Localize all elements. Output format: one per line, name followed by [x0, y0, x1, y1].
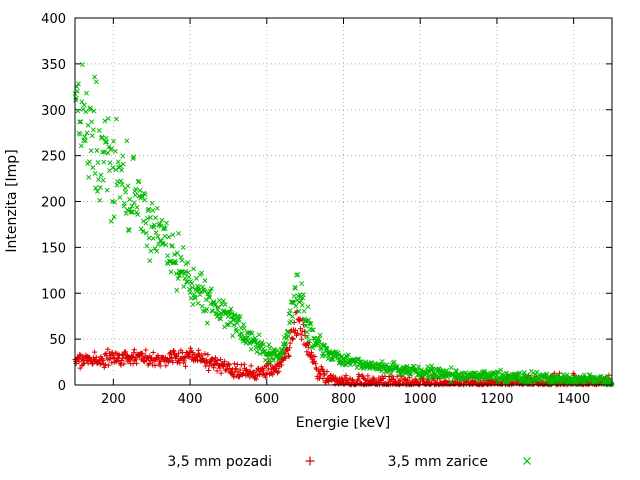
y-tick-label: 100 [41, 287, 66, 302]
y-tick-label: 250 [41, 150, 66, 165]
legend-cross-marker-icon [523, 457, 531, 465]
grid-lines [75, 18, 612, 385]
y-tick-label: 50 [49, 333, 66, 348]
tick-labels: 200 400 600 800 1000 1200 1400 0 50 100 150 200 250 3… [41, 12, 590, 407]
series-pozadi-points [72, 309, 615, 388]
y-tick-label: 150 [41, 241, 66, 256]
x-tick-label: 800 [331, 392, 356, 407]
plot-border [74, 17, 613, 386]
y-tick-label: 0 [58, 379, 66, 394]
x-tick-label: 1000 [404, 392, 437, 407]
legend-label-pozadi: 3,5 mm pozadi [167, 454, 272, 470]
legend: 3,5 mm pozadi 3,5 mm zarice [167, 454, 531, 470]
y-axis-label: Intenzita [Imp] [4, 149, 20, 252]
x-axis-label: Energie [keV] [296, 415, 390, 431]
y-tick-label: 300 [41, 104, 66, 119]
x-tick-label: 600 [254, 392, 279, 407]
y-tick-label: 200 [41, 196, 66, 211]
y-tick-label: 400 [41, 12, 66, 27]
plot-border-rect [74, 17, 613, 386]
x-tick-label: 200 [101, 392, 126, 407]
x-tick-label: 1200 [480, 392, 513, 407]
x-tick-label: 400 [178, 392, 203, 407]
x-tick-label: 1400 [557, 392, 590, 407]
legend-plus-marker-icon [305, 456, 315, 466]
y-tick-label: 350 [41, 58, 66, 73]
legend-label-zarice: 3,5 mm zarice [388, 454, 488, 470]
